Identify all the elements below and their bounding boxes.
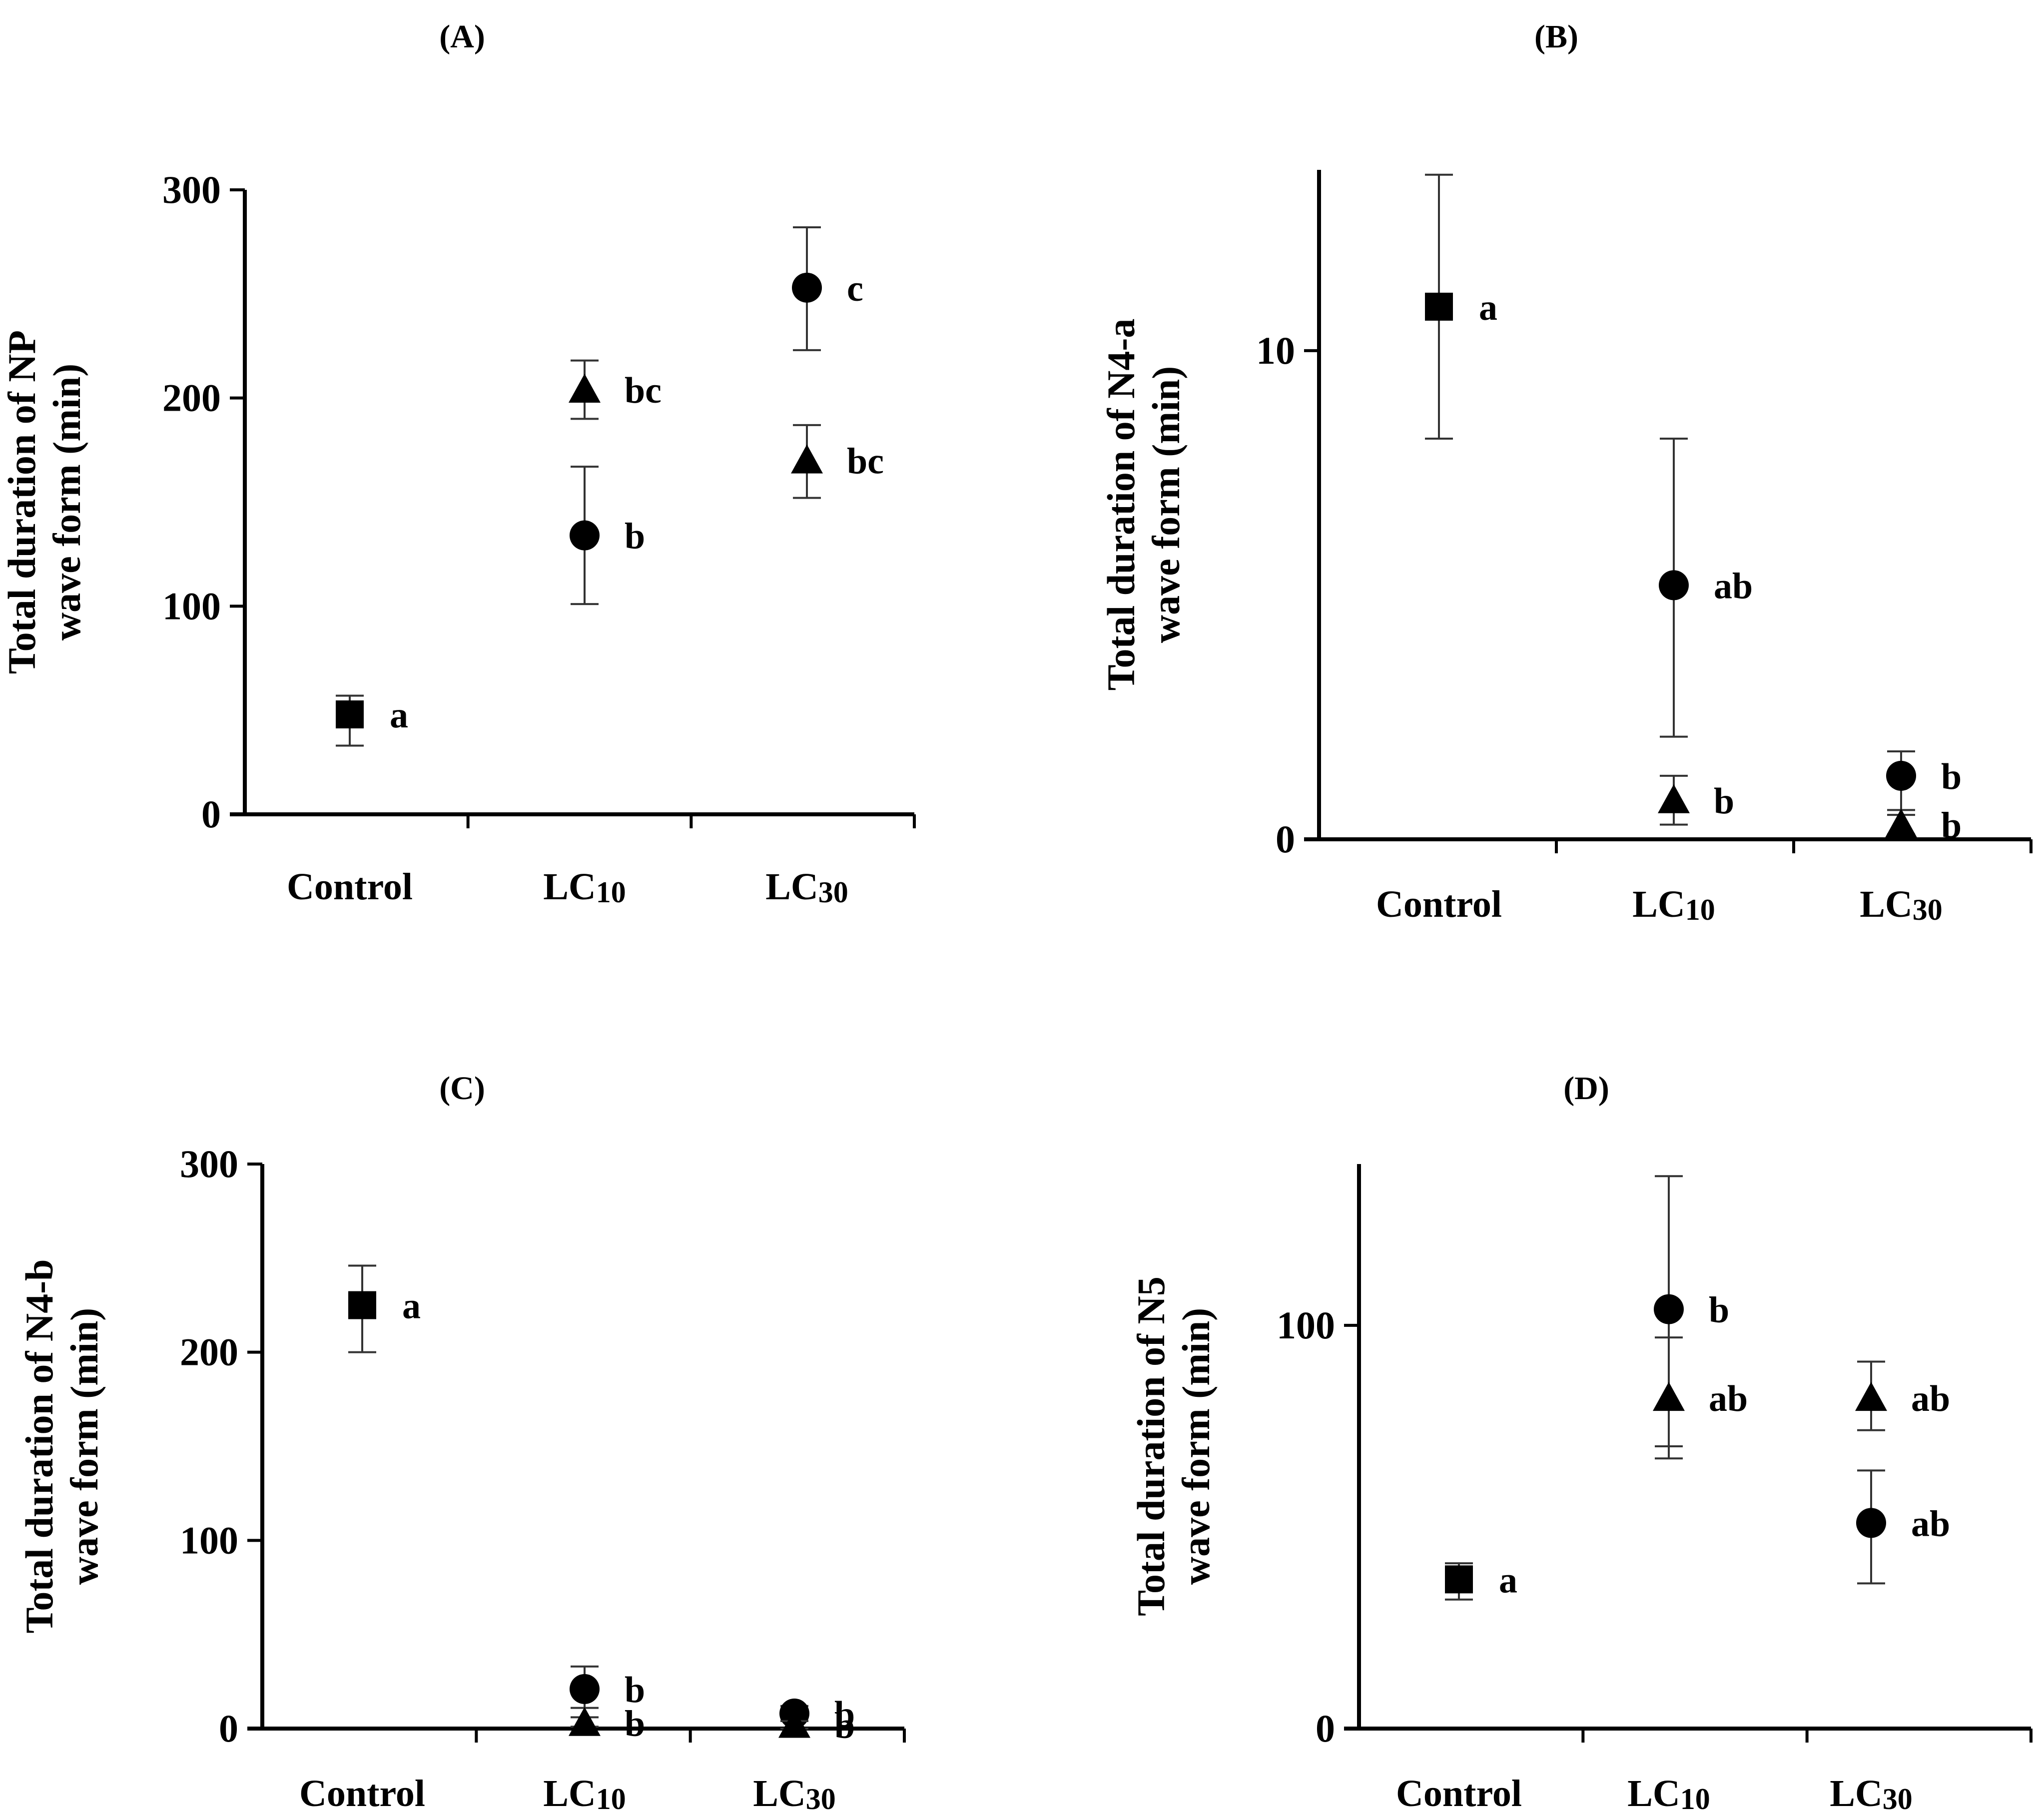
x-category-label: LC30 — [1830, 1773, 1913, 1815]
y-tick-label: 300 — [162, 168, 221, 211]
x-category-label: LC30 — [753, 1773, 836, 1815]
significance-label: c — [847, 268, 863, 309]
y-tick-label: 100 — [180, 1518, 238, 1562]
y-tick-label: 0 — [1276, 817, 1295, 861]
data-point-triangle — [791, 444, 823, 474]
significance-label: b — [1941, 756, 1962, 797]
significance-label: b — [834, 1694, 855, 1735]
significance-label: b — [625, 516, 645, 557]
data-point-circle — [1654, 1294, 1684, 1324]
y-axis-title-line1: Total duration of N4-b — [17, 1259, 61, 1633]
y-tick-label: 200 — [162, 376, 221, 420]
y-axis-title-line1: Total duration of N5 — [1129, 1276, 1173, 1616]
significance-label: b — [625, 1670, 645, 1711]
significance-label: a — [402, 1286, 421, 1327]
significance-label: ab — [1709, 1378, 1748, 1419]
y-axis-title-line2: wave form (min) — [45, 364, 88, 641]
y-tick-label: 0 — [219, 1707, 238, 1750]
y-tick-label: 100 — [162, 584, 221, 627]
y-tick-label: 0 — [201, 792, 221, 836]
data-point-circle — [570, 1674, 600, 1704]
x-category-label: LC10 — [543, 866, 626, 909]
x-category-label: LC30 — [1860, 883, 1943, 926]
x-category-label: LC10 — [1627, 1773, 1710, 1815]
data-point-triangle — [778, 1709, 810, 1738]
significance-label: ab — [1911, 1378, 1950, 1419]
y-axis-title: Total duration of N4-bwave form (min) — [17, 1259, 106, 1633]
data-point-circle — [792, 272, 822, 303]
significance-label: b — [1709, 1290, 1729, 1331]
significance-label: b — [625, 1704, 645, 1745]
data-point-square — [336, 700, 364, 728]
x-category-label: Control — [299, 1773, 425, 1815]
data-point-square — [1425, 292, 1453, 321]
panel-label: (C) — [439, 1070, 485, 1107]
chart-panel-a: (A) 0 100 200 300 Total duration of NPwave fo… — [0, 18, 916, 909]
significance-label: a — [390, 695, 408, 736]
y-axis-title: Total duration of N5wave form (min) — [1129, 1276, 1218, 1616]
x-category-label: Control — [287, 866, 413, 908]
x-category-label: LC10 — [543, 1773, 626, 1815]
data-point-circle — [570, 520, 600, 551]
significance-label: b — [1714, 781, 1734, 822]
y-tick-label: 0 — [1316, 1707, 1335, 1750]
data-point-square — [348, 1291, 376, 1319]
data-point-triangle — [1658, 784, 1690, 813]
data-point-square — [1445, 1565, 1473, 1594]
data-point-circle — [1856, 1508, 1886, 1538]
chart-panel-b: (B) 0 10 Total duration of N4-awave form (m… — [1099, 18, 2033, 926]
panel-label: (A) — [439, 18, 485, 55]
data-point-triangle — [1885, 808, 1917, 838]
data-point-triangle — [1855, 1382, 1887, 1411]
panel-label: (B) — [1534, 18, 1578, 55]
significance-label: a — [1499, 1560, 1517, 1601]
y-axis-title-line2: wave form (min) — [1174, 1308, 1218, 1585]
significance-label: bc — [847, 441, 884, 482]
chart-panel-c: (C) 0 100 200 300 Total duration of N4-bwave … — [17, 1070, 906, 1815]
y-axis-title-line1: Total duration of N4-a — [1099, 319, 1143, 691]
x-category-label: LC30 — [765, 866, 848, 909]
x-category-label: Control — [1376, 883, 1502, 925]
x-category-label: Control — [1396, 1773, 1522, 1815]
data-point-triangle — [569, 374, 601, 403]
significance-label: bc — [625, 370, 662, 411]
significance-label: b — [834, 1705, 855, 1746]
y-axis-title: Total duration of NPwave form (min) — [0, 330, 88, 674]
y-tick-label: 200 — [180, 1330, 238, 1374]
y-tick-label: 100 — [1277, 1303, 1335, 1347]
significance-label: a — [1479, 287, 1497, 328]
x-category-label: LC10 — [1632, 883, 1715, 926]
y-axis-title-line2: wave form (min) — [62, 1308, 106, 1585]
y-axis-title-line1: Total duration of NP — [0, 330, 43, 674]
y-tick-label: 10 — [1256, 329, 1295, 372]
data-point-triangle — [1653, 1382, 1685, 1411]
data-point-circle — [1659, 570, 1689, 601]
panel-label: (D) — [1563, 1070, 1609, 1107]
significance-label: ab — [1714, 566, 1753, 606]
y-axis-title: Total duration of N4-awave form (min) — [1099, 319, 1188, 691]
data-point-triangle — [569, 1707, 601, 1736]
y-axis-title-line2: wave form (min) — [1144, 366, 1188, 643]
data-point-circle — [1886, 760, 1916, 791]
chart-panel-d: (D) 0 100 Total duration of N5wave form (mi… — [1129, 1070, 2033, 1815]
y-tick-label: 300 — [180, 1142, 238, 1186]
significance-label: ab — [1911, 1503, 1950, 1544]
significance-label: b — [1941, 805, 1962, 846]
